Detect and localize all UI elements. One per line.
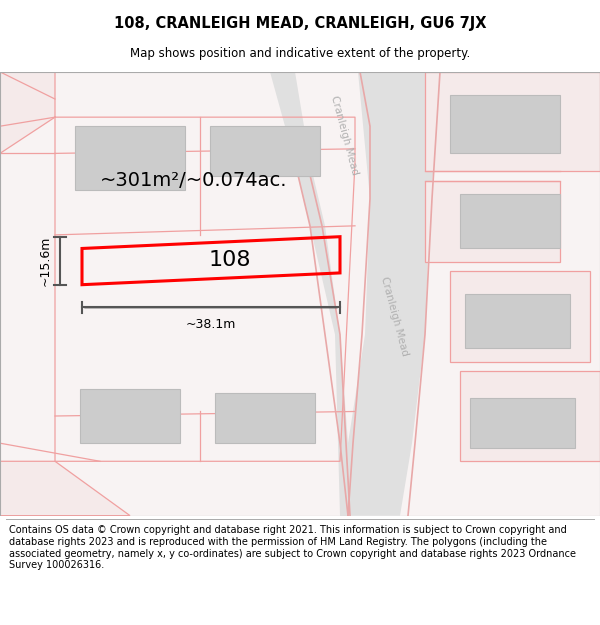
Bar bbox=[75, 126, 185, 189]
Text: Cranleigh Mead: Cranleigh Mead bbox=[329, 94, 359, 176]
Text: Map shows position and indicative extent of the property.: Map shows position and indicative extent… bbox=[130, 47, 470, 60]
Text: ~15.6m: ~15.6m bbox=[39, 236, 52, 286]
Bar bbox=[80, 389, 180, 443]
Text: 108, CRANLEIGH MEAD, CRANLEIGH, GU6 7JX: 108, CRANLEIGH MEAD, CRANLEIGH, GU6 7JX bbox=[114, 16, 486, 31]
Text: Cranleigh Mead: Cranleigh Mead bbox=[379, 276, 409, 358]
Polygon shape bbox=[425, 181, 560, 262]
Text: ~38.1m: ~38.1m bbox=[186, 318, 236, 331]
Text: 108: 108 bbox=[209, 250, 251, 270]
Bar bbox=[215, 393, 315, 443]
Bar bbox=[465, 294, 570, 348]
Bar bbox=[460, 194, 560, 249]
Bar bbox=[470, 398, 575, 448]
Polygon shape bbox=[0, 72, 55, 153]
Polygon shape bbox=[0, 461, 130, 516]
Polygon shape bbox=[270, 72, 350, 516]
Polygon shape bbox=[450, 271, 590, 362]
Bar bbox=[210, 126, 320, 176]
Bar bbox=[450, 94, 560, 153]
Text: Contains OS data © Crown copyright and database right 2021. This information is : Contains OS data © Crown copyright and d… bbox=[9, 526, 576, 570]
Polygon shape bbox=[340, 72, 445, 516]
Polygon shape bbox=[425, 72, 600, 171]
Text: ~301m²/~0.074ac.: ~301m²/~0.074ac. bbox=[100, 171, 287, 190]
Polygon shape bbox=[460, 371, 600, 461]
